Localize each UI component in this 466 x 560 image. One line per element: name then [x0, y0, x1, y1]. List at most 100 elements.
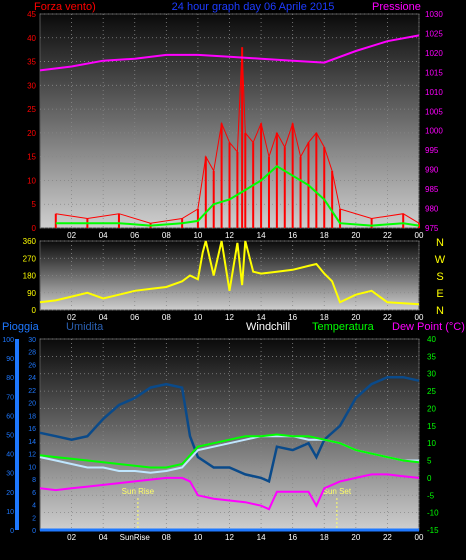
compass-label: N: [436, 237, 444, 249]
humidity-y-tick: 16: [28, 426, 36, 433]
direction-y-tick: 360: [23, 237, 37, 246]
humidity-y-tick: 30: [28, 337, 36, 344]
humidity-line: [39, 375, 420, 484]
temp-y-tick: 25: [427, 387, 436, 396]
panel1-x-tick: 10: [193, 231, 202, 240]
temp-y-tick: -15: [427, 526, 439, 535]
panel3-x-tick: 14: [257, 533, 266, 542]
panel2-x-tick: 00: [415, 313, 424, 322]
humidity-y-tick: 18: [28, 413, 36, 420]
legend-dewpoint: Dew Point (°C): [392, 321, 465, 333]
panel3-x-tick: 10: [193, 533, 202, 542]
panel3-x-tick: 00: [415, 533, 424, 542]
temp-y-tick: -5: [427, 491, 435, 500]
wind-y-tick: 0: [32, 224, 37, 233]
humidity-y-tick: 6: [32, 490, 36, 497]
panel2-x-tick: 06: [130, 313, 139, 322]
pressure-y-tick: 980: [425, 205, 439, 214]
temperature-line: [39, 433, 420, 469]
direction-y-tick: 0: [32, 306, 37, 315]
panel1-x-tick: 04: [99, 231, 108, 240]
pressure-y-tick: 1025: [425, 29, 443, 38]
panel3-x-tick: 04: [99, 533, 108, 542]
panel1-x-tick: 08: [162, 231, 171, 240]
temp-y-tick: 5: [427, 457, 432, 466]
legend-windchill: Windchill: [246, 321, 290, 333]
wind-y-tick: 45: [27, 10, 36, 19]
panel1-x-tick: 20: [351, 231, 360, 240]
panel3-x-tick: 22: [383, 533, 392, 542]
wind-y-tick: 10: [27, 176, 36, 185]
compass-label: W: [435, 254, 446, 266]
humidity-y-tick: 2: [32, 515, 36, 522]
pressure-y-tick: 1030: [425, 10, 443, 19]
rain-y-tick: 40: [6, 452, 14, 459]
rain-y-tick: 80: [6, 375, 14, 382]
rain-axis-title: Pioggia: [2, 321, 40, 333]
humidity-y-tick: 0: [32, 528, 36, 535]
pressure-y-tick: 975: [425, 224, 439, 233]
pressure-y-tick: 1020: [425, 49, 443, 58]
temp-y-tick: 0: [427, 474, 432, 483]
panel2-x-tick: 18: [320, 313, 329, 322]
compass-label: S: [436, 271, 443, 283]
humidity-y-tick: 12: [28, 452, 36, 459]
pressure-y-tick: 995: [425, 146, 439, 155]
pressure-y-tick: 1000: [425, 127, 443, 136]
panel1-x-tick: 14: [257, 231, 266, 240]
panel3-x-tick: SunRise: [120, 533, 151, 542]
pressure-y-tick: 985: [425, 185, 439, 194]
wind-avg-line: [55, 164, 420, 227]
humidity-y-tick: 8: [32, 477, 36, 484]
panel3-x-tick: 02: [67, 533, 76, 542]
pressure-y-tick: 1010: [425, 88, 443, 97]
panel1-x-tick: 02: [67, 231, 76, 240]
rain-y-tick: 20: [6, 490, 14, 497]
panel1-x-tick: 00: [415, 231, 424, 240]
panel3-x-tick: 12: [225, 533, 234, 542]
compass-label: E: [436, 288, 443, 300]
humidity-y-tick: 24: [28, 375, 36, 382]
rain-y-tick: 30: [6, 471, 14, 478]
panel1-x-tick: 18: [320, 231, 329, 240]
panel2-x-tick: 10: [193, 313, 202, 322]
rain-y-tick: 70: [6, 394, 14, 401]
wind-y-tick: 15: [27, 153, 36, 162]
panel2-x-tick: 04: [99, 313, 108, 322]
direction-y-tick: 90: [27, 289, 36, 298]
panel3-x-tick: 18: [320, 533, 329, 542]
temp-y-tick: -10: [427, 509, 439, 518]
wind-y-tick: 25: [27, 105, 36, 114]
humidity-y-tick: 14: [28, 439, 36, 446]
direction-y-tick: 270: [23, 254, 37, 263]
sun-label: Sun Set: [323, 487, 352, 496]
panel3-x-tick: 16: [288, 533, 297, 542]
humidity-y-tick: 20: [28, 401, 36, 408]
temp-y-tick: 40: [427, 335, 436, 344]
direction-y-tick: 180: [23, 272, 37, 281]
direction-line: [39, 240, 420, 306]
rain-y-tick: 0: [10, 528, 14, 535]
pressure-line: [39, 34, 420, 72]
panel2-x-tick: 08: [162, 313, 171, 322]
humidity-y-tick: 22: [28, 388, 36, 395]
rain-y-tick: 90: [6, 356, 14, 363]
pressure-y-tick: 990: [425, 166, 439, 175]
panel1-x-tick: 06: [130, 231, 139, 240]
panel3-x-tick: 20: [351, 533, 360, 542]
wind-y-tick: 35: [27, 58, 36, 67]
chart-title: 24 hour graph day 06 Aprile 2015: [172, 1, 335, 13]
panel2-x-tick: 16: [288, 313, 297, 322]
panel2-x-tick: 02: [67, 313, 76, 322]
rain-y-tick: 50: [6, 433, 14, 440]
panel1-x-tick: 16: [288, 231, 297, 240]
rain-y-tick: 60: [6, 413, 14, 420]
panel2-x-tick: 22: [383, 313, 392, 322]
wind-line: [55, 47, 420, 224]
pressure-y-tick: 1005: [425, 107, 443, 116]
temp-y-tick: 35: [427, 352, 436, 361]
compass-label: N: [436, 305, 444, 317]
dewpoint-line: [39, 473, 420, 511]
temp-y-tick: 10: [427, 439, 436, 448]
